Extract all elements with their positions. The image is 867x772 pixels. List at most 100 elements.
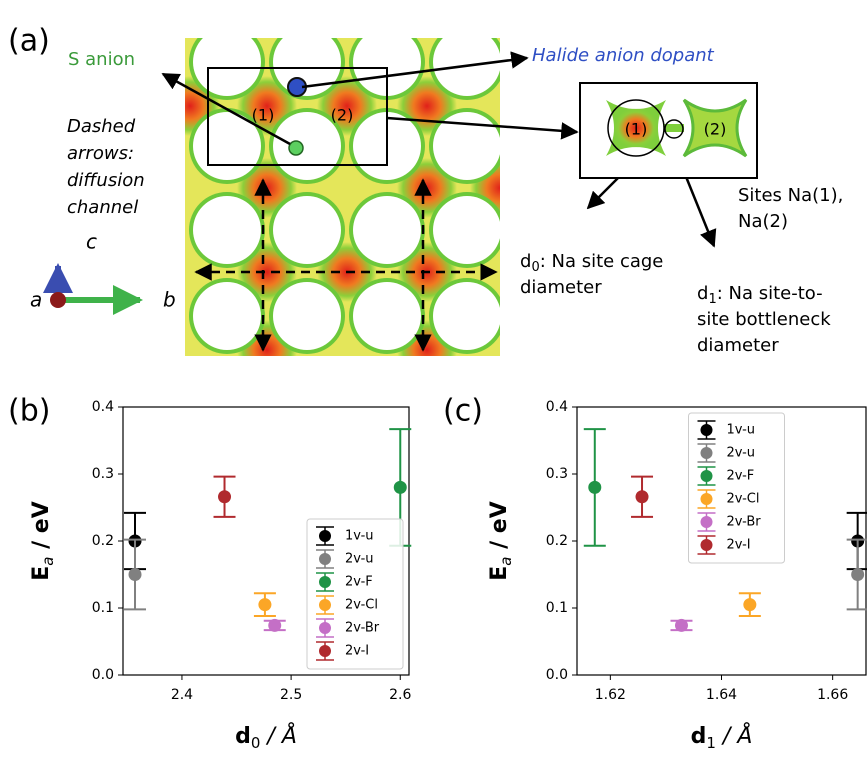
a-dot <box>50 292 66 308</box>
site-label: (1) <box>625 120 648 139</box>
pore <box>353 196 421 264</box>
cage-circle <box>607 99 665 157</box>
s-anion-dot <box>288 140 304 156</box>
point <box>588 480 602 494</box>
d1-symbol: d <box>697 283 708 304</box>
d1-label: d1: Na site-to- <box>697 283 823 307</box>
site-shape <box>682 98 748 158</box>
legend-label: 2v-I <box>727 538 751 553</box>
y-tick-label: 0.0 <box>92 667 114 683</box>
point <box>851 568 865 581</box>
legend-label: 2v-u <box>345 552 374 567</box>
legend-box <box>688 412 785 564</box>
y-tick-label: 0.3 <box>92 466 114 482</box>
d0-sub: 0 <box>531 260 539 275</box>
y-tick-label: 0.0 <box>546 667 568 683</box>
y-label-unit: / eV <box>29 501 54 556</box>
d1-text: : Na site-to- <box>717 283 823 304</box>
y-label-sub: a <box>497 557 515 566</box>
site-label: (2) <box>704 120 727 139</box>
axes-triad: c a b <box>30 230 176 315</box>
y-tick-label: 0.4 <box>546 399 568 415</box>
y-tick-label: 0.3 <box>546 466 568 482</box>
y-axis-label: Ea / eV <box>29 501 57 581</box>
y-axis-label: Ea / eV <box>487 501 515 581</box>
sites-label: Sites Na(1), <box>738 185 843 206</box>
d0-label: diameter <box>520 277 602 298</box>
y-tick-label: 0.4 <box>92 399 114 415</box>
x-axis-label: d1 / Å <box>691 722 753 752</box>
legend-marker <box>319 622 331 634</box>
pore <box>193 282 261 350</box>
y-label-unit: / eV <box>487 501 512 556</box>
halide-label: Halide anion dopant <box>532 45 715 66</box>
x-label-sub: 1 <box>706 734 716 752</box>
diffusion-arrows <box>194 178 498 352</box>
bottleneck-circle <box>664 119 684 139</box>
d0-text: : Na site cage <box>540 251 664 272</box>
d0-label: d0: Na site cage <box>520 251 663 275</box>
legend-box <box>306 518 404 670</box>
pore <box>433 196 500 264</box>
point <box>635 490 649 504</box>
legend-label: 2v-Cl <box>727 492 760 507</box>
diffusion-label: diffusion <box>67 170 145 191</box>
pore <box>273 196 341 264</box>
d1-sub: 1 <box>708 292 716 307</box>
s-anion-label: S anion <box>68 49 135 70</box>
y-tick-label: 0.2 <box>92 533 114 549</box>
arrow <box>386 116 579 140</box>
x-tick-label: 1.62 <box>595 687 626 703</box>
y-tick-label: 0.1 <box>546 600 568 616</box>
legend-label: 2v-u <box>727 446 756 461</box>
legend-marker <box>700 424 713 436</box>
x-tick-label: 1.64 <box>706 687 737 703</box>
legend-label: 2v-Br <box>345 621 380 636</box>
site-label: (1) <box>252 106 275 125</box>
point <box>743 598 757 612</box>
pore <box>433 282 500 350</box>
pore <box>273 282 341 350</box>
inset: (1) (2) <box>579 82 758 179</box>
x-axis-label: d0 / Å <box>235 722 297 752</box>
legend-label: 1v-u <box>727 423 756 438</box>
arrow <box>161 72 291 146</box>
x-label-symbol: d <box>235 724 251 749</box>
diffusion-label: channel <box>67 197 138 218</box>
x-tick-label: 1.66 <box>817 687 848 703</box>
legend-label: 2v-F <box>727 469 755 484</box>
lattice-image <box>185 38 500 356</box>
pore <box>433 112 500 180</box>
point <box>268 618 282 632</box>
panel-label: (b) <box>8 394 50 429</box>
x-label-symbol: d <box>691 724 707 749</box>
pore <box>353 282 421 350</box>
x-label-unit: / Å <box>716 722 752 749</box>
x-tick-label: 2.4 <box>171 687 193 703</box>
y-label-sub: a <box>39 557 57 566</box>
legend-label: 2v-Cl <box>345 598 378 613</box>
sites-label: Na(2) <box>738 211 788 232</box>
y-tick-label: 0.1 <box>92 600 114 616</box>
pore <box>193 196 261 264</box>
axis-b: b <box>163 288 176 312</box>
panel-label: (a) <box>8 24 50 59</box>
y-tick-label: 0.2 <box>546 533 568 549</box>
pore <box>273 112 341 180</box>
pore <box>353 38 421 96</box>
legend-label: 1v-u <box>345 529 374 544</box>
zoom-box <box>207 67 388 166</box>
x-tick-label: 2.6 <box>389 687 411 703</box>
diffusion-label: arrows: <box>67 143 134 164</box>
arrow <box>301 51 529 89</box>
legend-label: 2v-I <box>345 644 369 659</box>
point <box>674 618 688 632</box>
legend-marker <box>700 539 713 551</box>
legend-marker <box>700 493 713 505</box>
legend-label: 2v-F <box>345 575 373 590</box>
point <box>258 598 272 612</box>
legend-label: 2v-Br <box>727 515 762 530</box>
point <box>218 490 232 504</box>
